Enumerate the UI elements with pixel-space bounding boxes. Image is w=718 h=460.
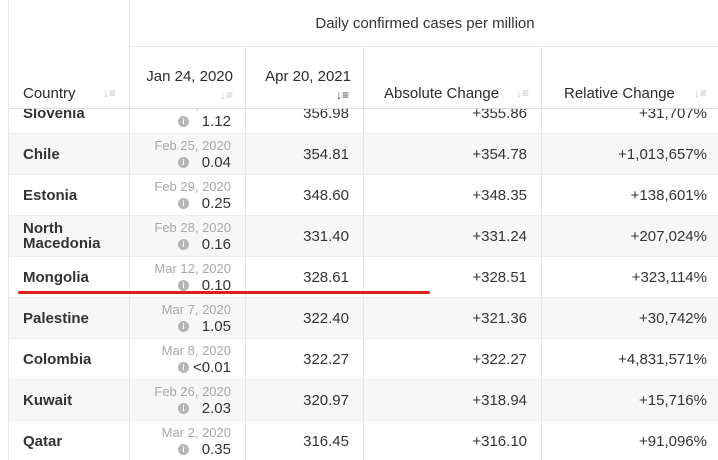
info-icon[interactable]: i	[178, 198, 189, 209]
relative-change: +1,013,657%	[541, 134, 718, 174]
column-header-date-end[interactable]: Apr 20, 2021 ↓≡	[245, 46, 363, 108]
sort-icon[interactable]: ↓≡	[693, 86, 707, 100]
relative-change: +138,601%	[541, 175, 718, 215]
absolute-change: +322.27	[363, 339, 541, 379]
data-table: Daily confirmed cases per million Countr…	[8, 0, 718, 460]
start-value: 0.35	[201, 441, 231, 458]
absolute-change: +316.10	[363, 421, 541, 460]
red-highlight-underline	[18, 291, 430, 294]
info-icon[interactable]: i	[178, 403, 189, 414]
start-date: Feb 26, 2020	[154, 384, 231, 399]
start-date: Mar 7, 2020	[161, 302, 231, 317]
country-name: Estonia	[23, 186, 78, 204]
end-value: 320.97	[245, 380, 363, 420]
start-date-cell: Feb 29, 2020 i 0.25	[129, 175, 245, 215]
start-date-cell: Feb 28, 2020 i 0.16	[129, 216, 245, 256]
start-value: <0.01	[193, 359, 231, 376]
column-group-title: Daily confirmed cases per million	[129, 0, 718, 47]
end-value: 331.40	[245, 216, 363, 256]
relative-change: +4,831,571%	[541, 339, 718, 379]
column-header-date-start[interactable]: Jan 24, 2020 ↓≡	[129, 46, 245, 108]
end-value: 322.40	[245, 298, 363, 338]
country-name: Slovenia	[23, 104, 85, 122]
column-header-relative-change[interactable]: Relative Change ↓≡	[541, 46, 718, 108]
info-icon[interactable]: i	[178, 239, 189, 250]
start-date: Mar 2, 2020	[161, 425, 231, 440]
table-row[interactable]: Kuwait Feb 26, 2020 i 2.03 320.97 +318.9…	[9, 380, 718, 421]
end-value: 316.45	[245, 421, 363, 460]
start-value: 0.10	[201, 277, 231, 294]
country-name: Kuwait	[23, 391, 73, 409]
info-icon[interactable]: i	[178, 444, 189, 455]
column-header-label: Apr 20, 2021	[265, 68, 351, 85]
table-row[interactable]: North Macedonia Feb 28, 2020 i 0.16 331.…	[9, 216, 718, 257]
start-date: Feb 28, 2020	[154, 220, 231, 235]
absolute-change: +321.36	[363, 298, 541, 338]
table-row[interactable]: Colombia Mar 8, 2020 i <0.01 322.27 +322…	[9, 339, 718, 380]
country-name: Chile	[23, 145, 60, 163]
column-header-label: Jan 24, 2020	[146, 68, 233, 85]
start-date-cell: Mar 8, 2020 i <0.01	[129, 339, 245, 379]
country-name: Colombia	[23, 350, 92, 368]
start-value: 0.25	[201, 195, 231, 212]
column-header-label: Relative Change	[564, 85, 675, 102]
start-date-cell: Mar 7, 2020 i 1.05	[129, 298, 245, 338]
end-value: 354.81	[245, 134, 363, 174]
start-date: Feb 25, 2020	[154, 138, 231, 153]
info-icon[interactable]: i	[178, 321, 189, 332]
relative-change: +207,024%	[541, 216, 718, 256]
country-name: North Macedonia	[23, 220, 101, 252]
sort-icon[interactable]: ↓≡	[219, 88, 233, 102]
table-body: Slovenia Mar 4, 2020 i 1.12 356.98 +355.…	[9, 93, 718, 460]
absolute-change: +348.35	[363, 175, 541, 215]
country-name: Mongolia	[23, 268, 89, 286]
relative-change: +30,742%	[541, 298, 718, 338]
relative-change: +15,716%	[541, 380, 718, 420]
column-header-label: Country	[23, 85, 76, 102]
absolute-change: +331.24	[363, 216, 541, 256]
sort-icon[interactable]: ↓≡	[515, 86, 529, 100]
end-value: 328.61	[245, 257, 363, 297]
start-value: 1.05	[201, 318, 231, 335]
table-row[interactable]: Qatar Mar 2, 2020 i 0.35 316.45 +316.10 …	[9, 421, 718, 460]
country-name: Qatar	[23, 432, 63, 450]
sort-desc-active-icon[interactable]: ↓≡	[335, 88, 349, 102]
table-row[interactable]: Palestine Mar 7, 2020 i 1.05 322.40 +321…	[9, 298, 718, 339]
table-row[interactable]: Chile Feb 25, 2020 i 0.04 354.81 +354.78…	[9, 134, 718, 175]
info-icon[interactable]: i	[178, 157, 189, 168]
table-row[interactable]: Estonia Feb 29, 2020 i 0.25 348.60 +348.…	[9, 175, 718, 216]
start-value: 2.03	[201, 400, 231, 417]
start-date: Mar 12, 2020	[154, 261, 231, 276]
table-row[interactable]: Mongolia Mar 12, 2020 i 0.10 328.61 +328…	[9, 257, 718, 298]
column-header-country[interactable]: Country ↓≡	[9, 0, 129, 108]
absolute-change: +318.94	[363, 380, 541, 420]
start-value: 0.04	[201, 154, 231, 171]
end-value: 348.60	[245, 175, 363, 215]
end-value: 322.27	[245, 339, 363, 379]
start-value: 0.16	[201, 236, 231, 253]
start-date-cell: Mar 12, 2020 i 0.10	[129, 257, 245, 297]
start-date: Mar 8, 2020	[161, 343, 231, 358]
relative-change: +323,114%	[541, 257, 718, 297]
sort-icon[interactable]: ↓≡	[103, 86, 117, 100]
info-icon[interactable]: i	[178, 362, 189, 373]
start-value: 1.12	[201, 113, 231, 130]
absolute-change: +328.51	[363, 257, 541, 297]
table-header: Daily confirmed cases per million Countr…	[9, 0, 718, 109]
start-date: Feb 29, 2020	[154, 179, 231, 194]
column-header-absolute-change[interactable]: Absolute Change ↓≡	[363, 46, 541, 108]
start-date-cell: Mar 2, 2020 i 0.35	[129, 421, 245, 460]
absolute-change: +354.78	[363, 134, 541, 174]
info-icon[interactable]: i	[178, 116, 189, 127]
info-icon[interactable]: i	[178, 280, 189, 291]
relative-change: +91,096%	[541, 421, 718, 460]
start-date-cell: Feb 26, 2020 i 2.03	[129, 380, 245, 420]
start-date-cell: Feb 25, 2020 i 0.04	[129, 134, 245, 174]
country-name: Palestine	[23, 309, 89, 327]
column-header-label: Absolute Change	[384, 85, 500, 102]
